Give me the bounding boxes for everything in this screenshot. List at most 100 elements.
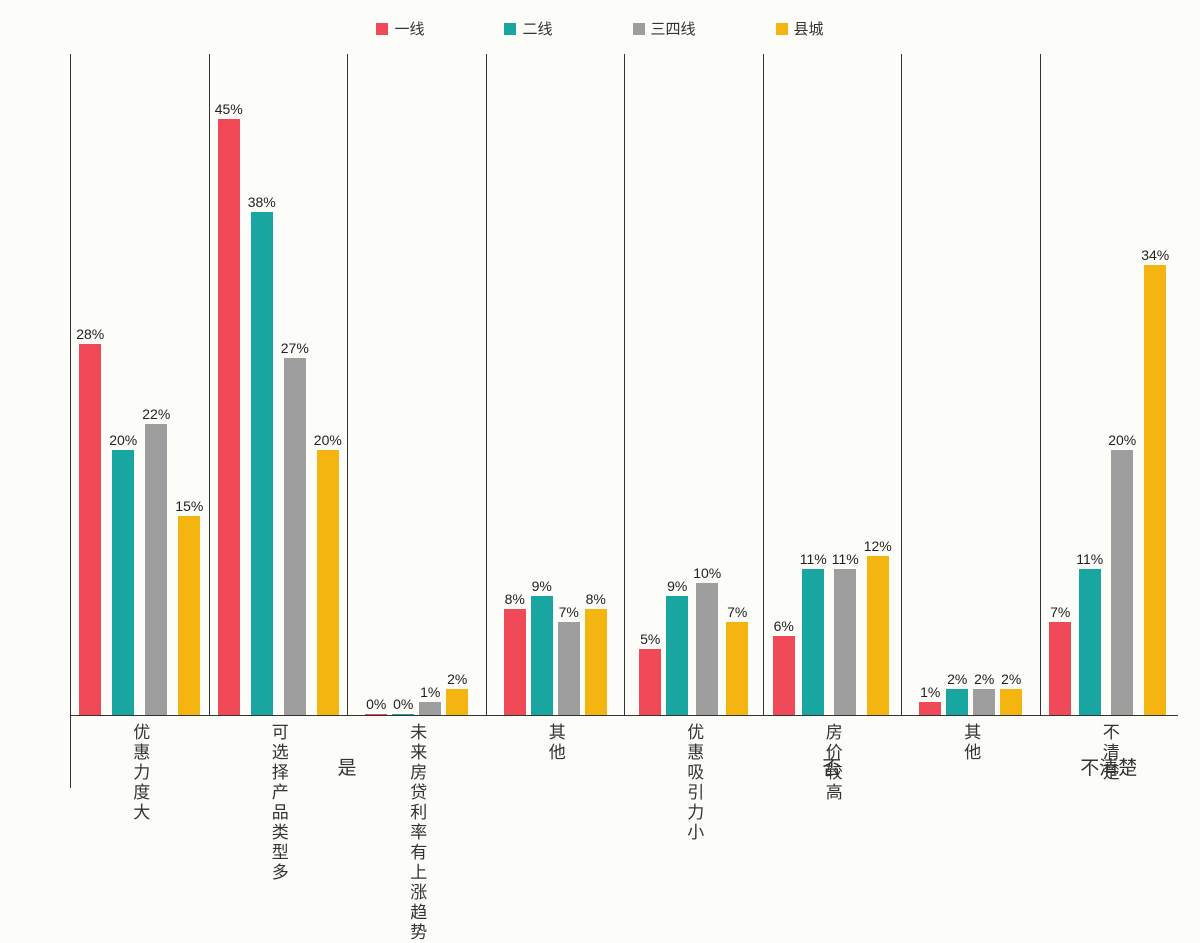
bar-value-label: 6% [774, 618, 794, 634]
bar-rect [558, 622, 580, 715]
bar-county: 34% [1141, 54, 1169, 715]
bar-group: 0%0%1%2%未来房贷利率有上涨趋势 [348, 54, 487, 715]
legend-item-tier2: 二线 [504, 18, 552, 39]
bar-value-label: 1% [420, 684, 440, 700]
section-label: 否 [624, 753, 1040, 780]
bar-county: 8% [585, 54, 607, 715]
legend-item-tier34: 三四线 [633, 18, 696, 39]
legend-label: 县城 [794, 18, 824, 39]
legend-label: 二线 [522, 18, 552, 39]
bar-rect [696, 583, 718, 715]
bars: 1%2%2%2% [902, 54, 1040, 715]
bar-rect [446, 689, 468, 715]
bars: 45% 38% 27% 20% [210, 54, 348, 715]
bar-rect [112, 450, 134, 715]
bar-county: 20% [314, 54, 342, 715]
group-container: 28%20%22%15%优惠力度大45%38%27%20%可选择产品类型多0%0… [71, 54, 1178, 715]
bar-value-label: 20% [109, 432, 137, 448]
bar-rect [1049, 622, 1071, 715]
bar-value-label: 10% [693, 565, 721, 581]
bar-group: 6%11%11%12%房价较高 [764, 54, 903, 715]
plot-area: 28%20%22%15%优惠力度大45%38%27%20%可选择产品类型多0%0… [70, 54, 1178, 716]
bar-rect [773, 636, 795, 715]
bar-rect [365, 714, 387, 715]
bar-rect [251, 212, 273, 715]
bar-rect [178, 516, 200, 715]
bar-tier2: 11% [1076, 54, 1103, 715]
bar-rect [79, 344, 101, 715]
bar-rect [1000, 689, 1022, 715]
legend-item-county: 县城 [776, 18, 824, 39]
bar-county: 2% [1000, 54, 1022, 715]
bar-rect [585, 609, 607, 715]
bar-rect [1079, 569, 1101, 715]
bar-rect [834, 569, 856, 715]
bar-tier34: 7% [558, 54, 580, 715]
bar-value-label: 2% [447, 671, 467, 687]
bar-tier2: 11% [800, 54, 827, 715]
bar-group: 8%9%7%8%其他 [487, 54, 626, 715]
bar-rect [639, 649, 661, 715]
bar-value-label: 20% [1108, 432, 1136, 448]
bar-county: 2% [446, 54, 468, 715]
bar-value-label: 11% [1076, 551, 1103, 567]
bar-rect [802, 569, 824, 715]
bar-value-label: 5% [640, 631, 660, 647]
bar-value-label: 20% [314, 432, 342, 448]
x-category-label: 可选择产品类型多 [266, 723, 291, 883]
bar-value-label: 15% [175, 498, 203, 514]
bar-rect [666, 596, 688, 715]
bar-value-label: 45% [215, 101, 243, 117]
bar-value-label: 9% [532, 578, 552, 594]
bar-tier2: 38% [248, 54, 276, 715]
bar-value-label: 28% [76, 326, 104, 342]
bar-value-label: 11% [800, 551, 827, 567]
bars: 6%11%11%12% [764, 54, 902, 715]
legend-item-tier1: 一线 [376, 18, 424, 39]
bar-rect [218, 119, 240, 715]
bar-value-label: 0% [366, 696, 386, 712]
x-category-label: 优惠吸引力小 [681, 723, 706, 843]
bar-group: 1%2%2%2%其他 [902, 54, 1041, 715]
grouped-bar-chart: 一线二线三四线县城 28%20%22%15%优惠力度大45%38%27%20%可… [12, 12, 1188, 796]
bar-tier34: 20% [1108, 54, 1136, 715]
bar-rect [973, 689, 995, 715]
bar-tier1: 45% [215, 54, 243, 715]
bar-tier34: 2% [973, 54, 995, 715]
section-label: 是 [70, 753, 624, 780]
bar-value-label: 7% [727, 604, 747, 620]
legend: 一线 二线 三四线 县城 [12, 12, 1188, 57]
bar-group: 28%20%22%15%优惠力度大 [71, 54, 210, 715]
bar-tier34: 1% [419, 54, 441, 715]
bar-value-label: 38% [248, 194, 276, 210]
bar-rect [531, 596, 553, 715]
bar-rect [419, 702, 441, 715]
bar-tier2: 9% [531, 54, 553, 715]
section-label: 不清楚 [1040, 753, 1179, 780]
bar-tier2: 2% [946, 54, 968, 715]
bar-tier34: 27% [281, 54, 309, 715]
bar-rect [504, 609, 526, 715]
bar-tier2: 20% [109, 54, 137, 715]
bar-tier1: 8% [504, 54, 526, 715]
bar-county: 12% [864, 54, 892, 715]
section-labels: 是否不清楚 [70, 753, 1178, 780]
bar-value-label: 1% [920, 684, 940, 700]
bar-value-label: 8% [505, 591, 525, 607]
bar-value-label: 8% [586, 591, 606, 607]
bar-tier1: 7% [1049, 54, 1071, 715]
bar-value-label: 27% [281, 340, 309, 356]
bars: 0% 0% 1% 2% [348, 54, 486, 715]
bar-rect [317, 450, 339, 715]
bar-tier2: 0% [392, 54, 414, 715]
bar-value-label: 2% [947, 671, 967, 687]
bar-rect [392, 714, 414, 715]
bar-value-label: 0% [393, 696, 413, 712]
bar-value-label: 7% [559, 604, 579, 620]
legend-swatch [776, 23, 788, 35]
bar-rect [726, 622, 748, 715]
bar-tier34: 22% [142, 54, 170, 715]
bar-group: 45%38%27%20%可选择产品类型多 [210, 54, 349, 715]
bar-tier2: 9% [666, 54, 688, 715]
legend-swatch [504, 23, 516, 35]
